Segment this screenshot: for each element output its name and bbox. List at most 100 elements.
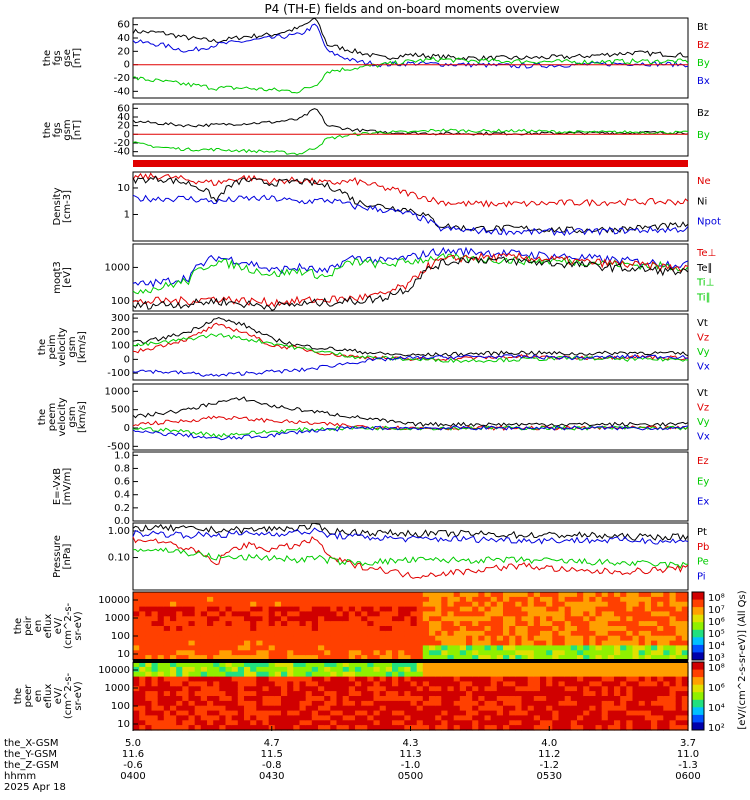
spec-cell [237,696,245,702]
spec-cell [256,720,264,726]
ytick-label: 0.8 [114,463,130,474]
spec-cell [540,700,547,707]
spec-cell [441,640,449,647]
spec-cell [373,725,381,731]
spec-cell [441,671,449,678]
spec-cell [490,596,498,603]
spec-cell [398,655,405,661]
spec-cell [182,666,190,673]
spec-cell [170,720,177,726]
spec-cell [601,611,609,617]
spec-cell [287,686,294,692]
spec-cell [231,650,239,656]
spec-cell [336,691,344,697]
spec-cell [546,705,553,712]
spec-cell [484,621,492,627]
spec-cell [564,662,572,668]
spec-cell [496,691,504,697]
spec-cell [367,626,375,632]
spec-cell [570,601,578,608]
spec-cell [194,592,202,598]
spec-cell [281,705,288,712]
spec-cell [515,616,523,622]
spec-cell [385,725,393,731]
spec-cell [268,596,276,603]
spec-cell [139,630,146,637]
spec-cell [157,635,165,642]
spec-cell [336,601,344,608]
spec-cell [509,691,516,697]
spec-cell [466,601,473,608]
spec-cell [256,650,264,656]
spec-cell [546,696,553,702]
legend-Ez: Ez [697,456,709,467]
spec-cell [632,601,640,608]
spec-cell [293,626,301,632]
ytick-label: 0 [124,354,130,365]
spec-cell [632,611,640,617]
spec-cell [552,635,560,642]
ylabel-line: the [42,50,53,66]
spec-cell [552,650,560,656]
spec-cell [324,691,331,697]
spec-cell [472,700,479,707]
spec-cell [472,715,479,721]
spec-cell [620,686,627,692]
spec-cell [299,671,307,678]
spec-cell [521,666,529,673]
spec-cell [410,666,418,673]
spec-cell [392,705,399,712]
spec-cell [681,696,689,702]
spec-cell [681,616,689,622]
spec-cell [367,700,375,707]
spec-cell [355,676,362,683]
spec-cell [200,715,208,721]
ytick-label: 100 [111,296,130,307]
spec-cell [429,611,436,617]
spec-cell [330,676,338,683]
spec-cell [416,666,424,673]
spec-cell [651,662,658,668]
ylabel: the peim velocity gsm [km/s] [37,327,88,366]
spec-cell [231,691,239,697]
spec-cell [657,671,664,678]
spec-cell [324,715,331,721]
spec-cell [194,700,202,707]
spec-cell [484,700,492,707]
spec-cell [373,705,381,712]
spec-cell [293,681,301,687]
spec-cell [410,725,418,731]
spec-cell [318,662,325,668]
chart-title: P4 (TH-E) fields and on-board moments ov… [264,2,559,16]
spec-cell [607,630,615,637]
spec-cell [176,630,183,637]
spec-cell [293,725,301,731]
spec-cell [589,715,597,721]
spec-cell [348,616,356,622]
spec-cell [651,626,658,632]
ylabel: E=-VxB [mV/m] [52,468,73,506]
spec-cell [472,725,479,731]
spec-cell [484,655,492,661]
spec-cell [176,710,183,717]
spec-cell [250,696,257,702]
spec-cell [435,700,442,707]
spec-cell [293,640,301,647]
spec-cell [459,630,467,637]
colorbar-tick: 10³ [708,653,725,664]
spec-cell [404,676,412,683]
spec-cell [213,700,220,707]
spec-cell [244,700,251,707]
spec-cell [188,671,196,678]
spec-cell [540,725,547,731]
spec-cell [355,592,362,598]
spec-cell [324,630,331,637]
spec-cell [533,640,541,647]
spec-cell [299,705,307,712]
spec-cell [268,635,276,642]
spec-cell [182,596,190,603]
spec-cell [422,676,430,683]
panel-frame [132,383,689,451]
spec-cell [157,700,165,707]
spec-cell [577,655,584,661]
